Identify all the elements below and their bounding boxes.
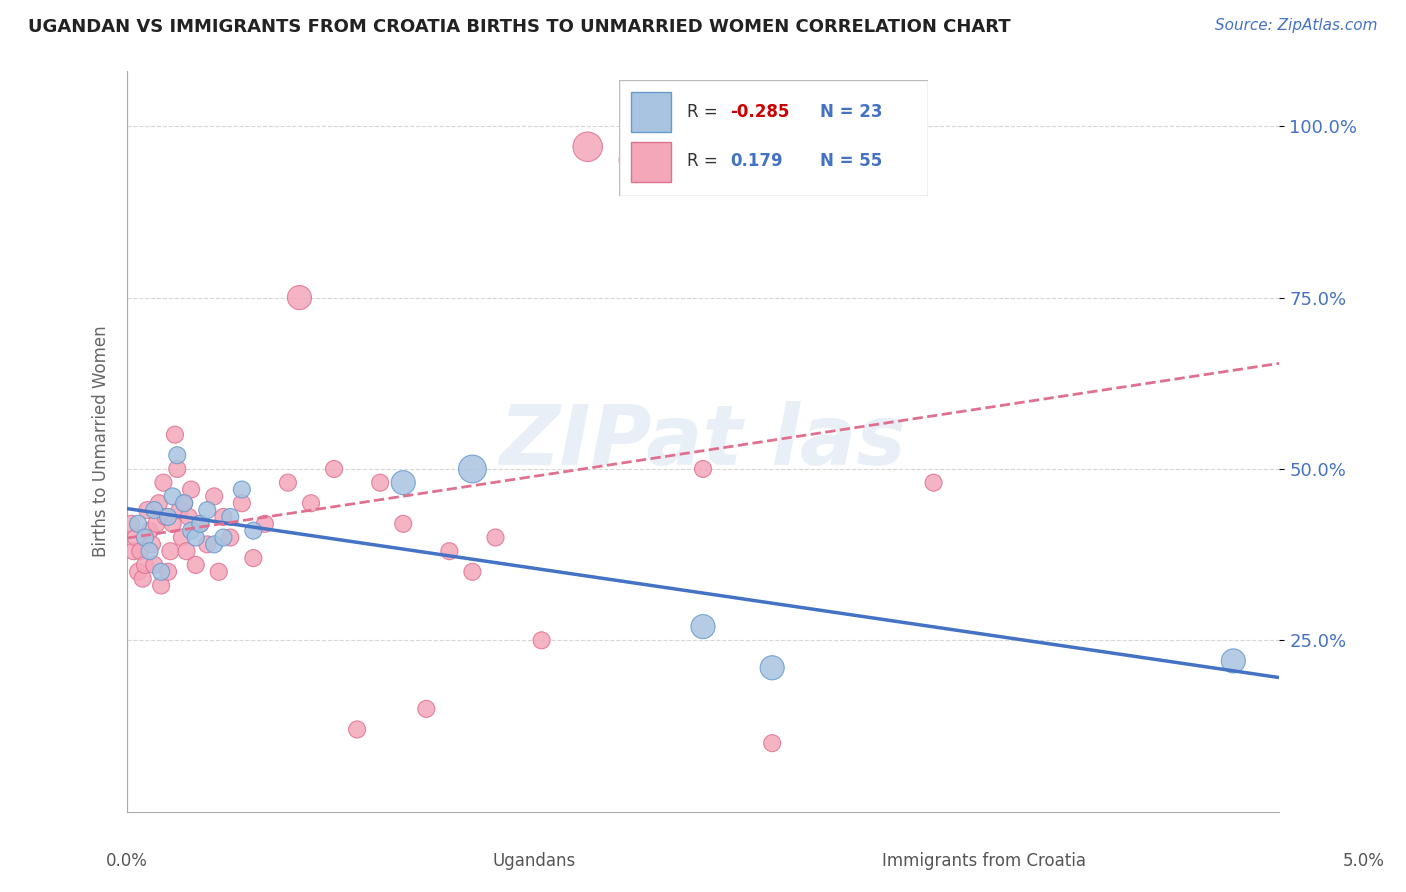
Point [484, 531, 506, 545]
Point [219, 510, 242, 524]
Text: Source: ZipAtlas.com: Source: ZipAtlas.com [1215, 18, 1378, 33]
Text: N = 23: N = 23 [820, 103, 882, 120]
Point [131, 572, 153, 586]
Point [761, 736, 783, 750]
Point [288, 291, 311, 305]
Point [159, 544, 181, 558]
Point [195, 537, 218, 551]
Point [922, 475, 945, 490]
Point [150, 578, 173, 592]
Point [122, 544, 145, 558]
Point [231, 496, 253, 510]
Point [208, 565, 231, 579]
Point [157, 565, 180, 579]
Text: N = 55: N = 55 [820, 153, 882, 170]
Point [202, 489, 225, 503]
Point [346, 723, 368, 737]
Text: 0.179: 0.179 [730, 153, 783, 170]
Bar [631, 92, 671, 132]
Point [125, 531, 148, 545]
Point [188, 516, 211, 531]
Text: Ugandans: Ugandans [492, 852, 576, 870]
Point [180, 524, 202, 538]
Y-axis label: Births to Unmarried Women: Births to Unmarried Women [91, 326, 110, 558]
Point [219, 531, 242, 545]
Text: Immigrants from Croatia: Immigrants from Croatia [882, 852, 1087, 870]
Point [162, 516, 184, 531]
Text: ZIPat las: ZIPat las [499, 401, 907, 482]
Point [415, 702, 437, 716]
Point [202, 537, 225, 551]
Point [166, 448, 188, 462]
Point [439, 544, 461, 558]
Point [212, 510, 235, 524]
Point [155, 510, 177, 524]
Point [170, 531, 193, 545]
Point [761, 661, 783, 675]
Point [143, 558, 166, 572]
Point [461, 462, 484, 476]
Text: UGANDAN VS IMMIGRANTS FROM CROATIA BIRTHS TO UNMARRIED WOMEN CORRELATION CHART: UGANDAN VS IMMIGRANTS FROM CROATIA BIRTH… [28, 18, 1011, 36]
Point [231, 483, 253, 497]
Point [134, 531, 156, 545]
Point [1222, 654, 1244, 668]
Point [162, 489, 184, 503]
Text: R =: R = [686, 103, 723, 120]
Point [173, 496, 195, 510]
Point [299, 496, 322, 510]
Point [173, 496, 195, 510]
Point [138, 544, 160, 558]
Point [530, 633, 553, 648]
Point [152, 475, 174, 490]
Text: 0.0%: 0.0% [105, 852, 148, 870]
Point [138, 524, 160, 538]
Point [184, 531, 207, 545]
Point [242, 524, 264, 538]
Point [176, 544, 198, 558]
Point [134, 558, 156, 572]
Point [180, 483, 202, 497]
Point [184, 558, 207, 572]
Point [169, 503, 191, 517]
Point [157, 510, 180, 524]
Point [136, 503, 159, 517]
Point [253, 516, 276, 531]
Point [277, 475, 299, 490]
Point [461, 565, 484, 579]
Point [212, 531, 235, 545]
Point [127, 516, 149, 531]
Point [143, 503, 166, 517]
Point [129, 544, 152, 558]
Point [392, 475, 415, 490]
Point [150, 565, 173, 579]
Point [141, 537, 163, 551]
Point [195, 503, 218, 517]
Text: 5.0%: 5.0% [1343, 852, 1385, 870]
Point [692, 462, 714, 476]
Text: R =: R = [686, 153, 723, 170]
Point [692, 619, 714, 633]
Text: -0.285: -0.285 [730, 103, 789, 120]
Bar [631, 142, 671, 182]
Point [242, 551, 264, 566]
Point [120, 516, 142, 531]
Point [576, 140, 599, 154]
Point [166, 462, 188, 476]
Point [188, 516, 211, 531]
Point [368, 475, 391, 490]
Point [645, 133, 668, 147]
Point [323, 462, 346, 476]
Point [623, 153, 645, 168]
Point [145, 516, 167, 531]
Point [127, 565, 149, 579]
Point [177, 510, 200, 524]
Point [163, 427, 186, 442]
Point [392, 516, 415, 531]
Point [148, 496, 170, 510]
